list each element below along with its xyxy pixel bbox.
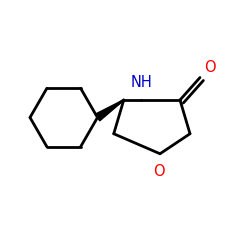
Text: O: O <box>153 164 164 179</box>
Polygon shape <box>95 100 124 121</box>
Text: NH: NH <box>130 75 152 90</box>
Text: O: O <box>204 60 216 75</box>
